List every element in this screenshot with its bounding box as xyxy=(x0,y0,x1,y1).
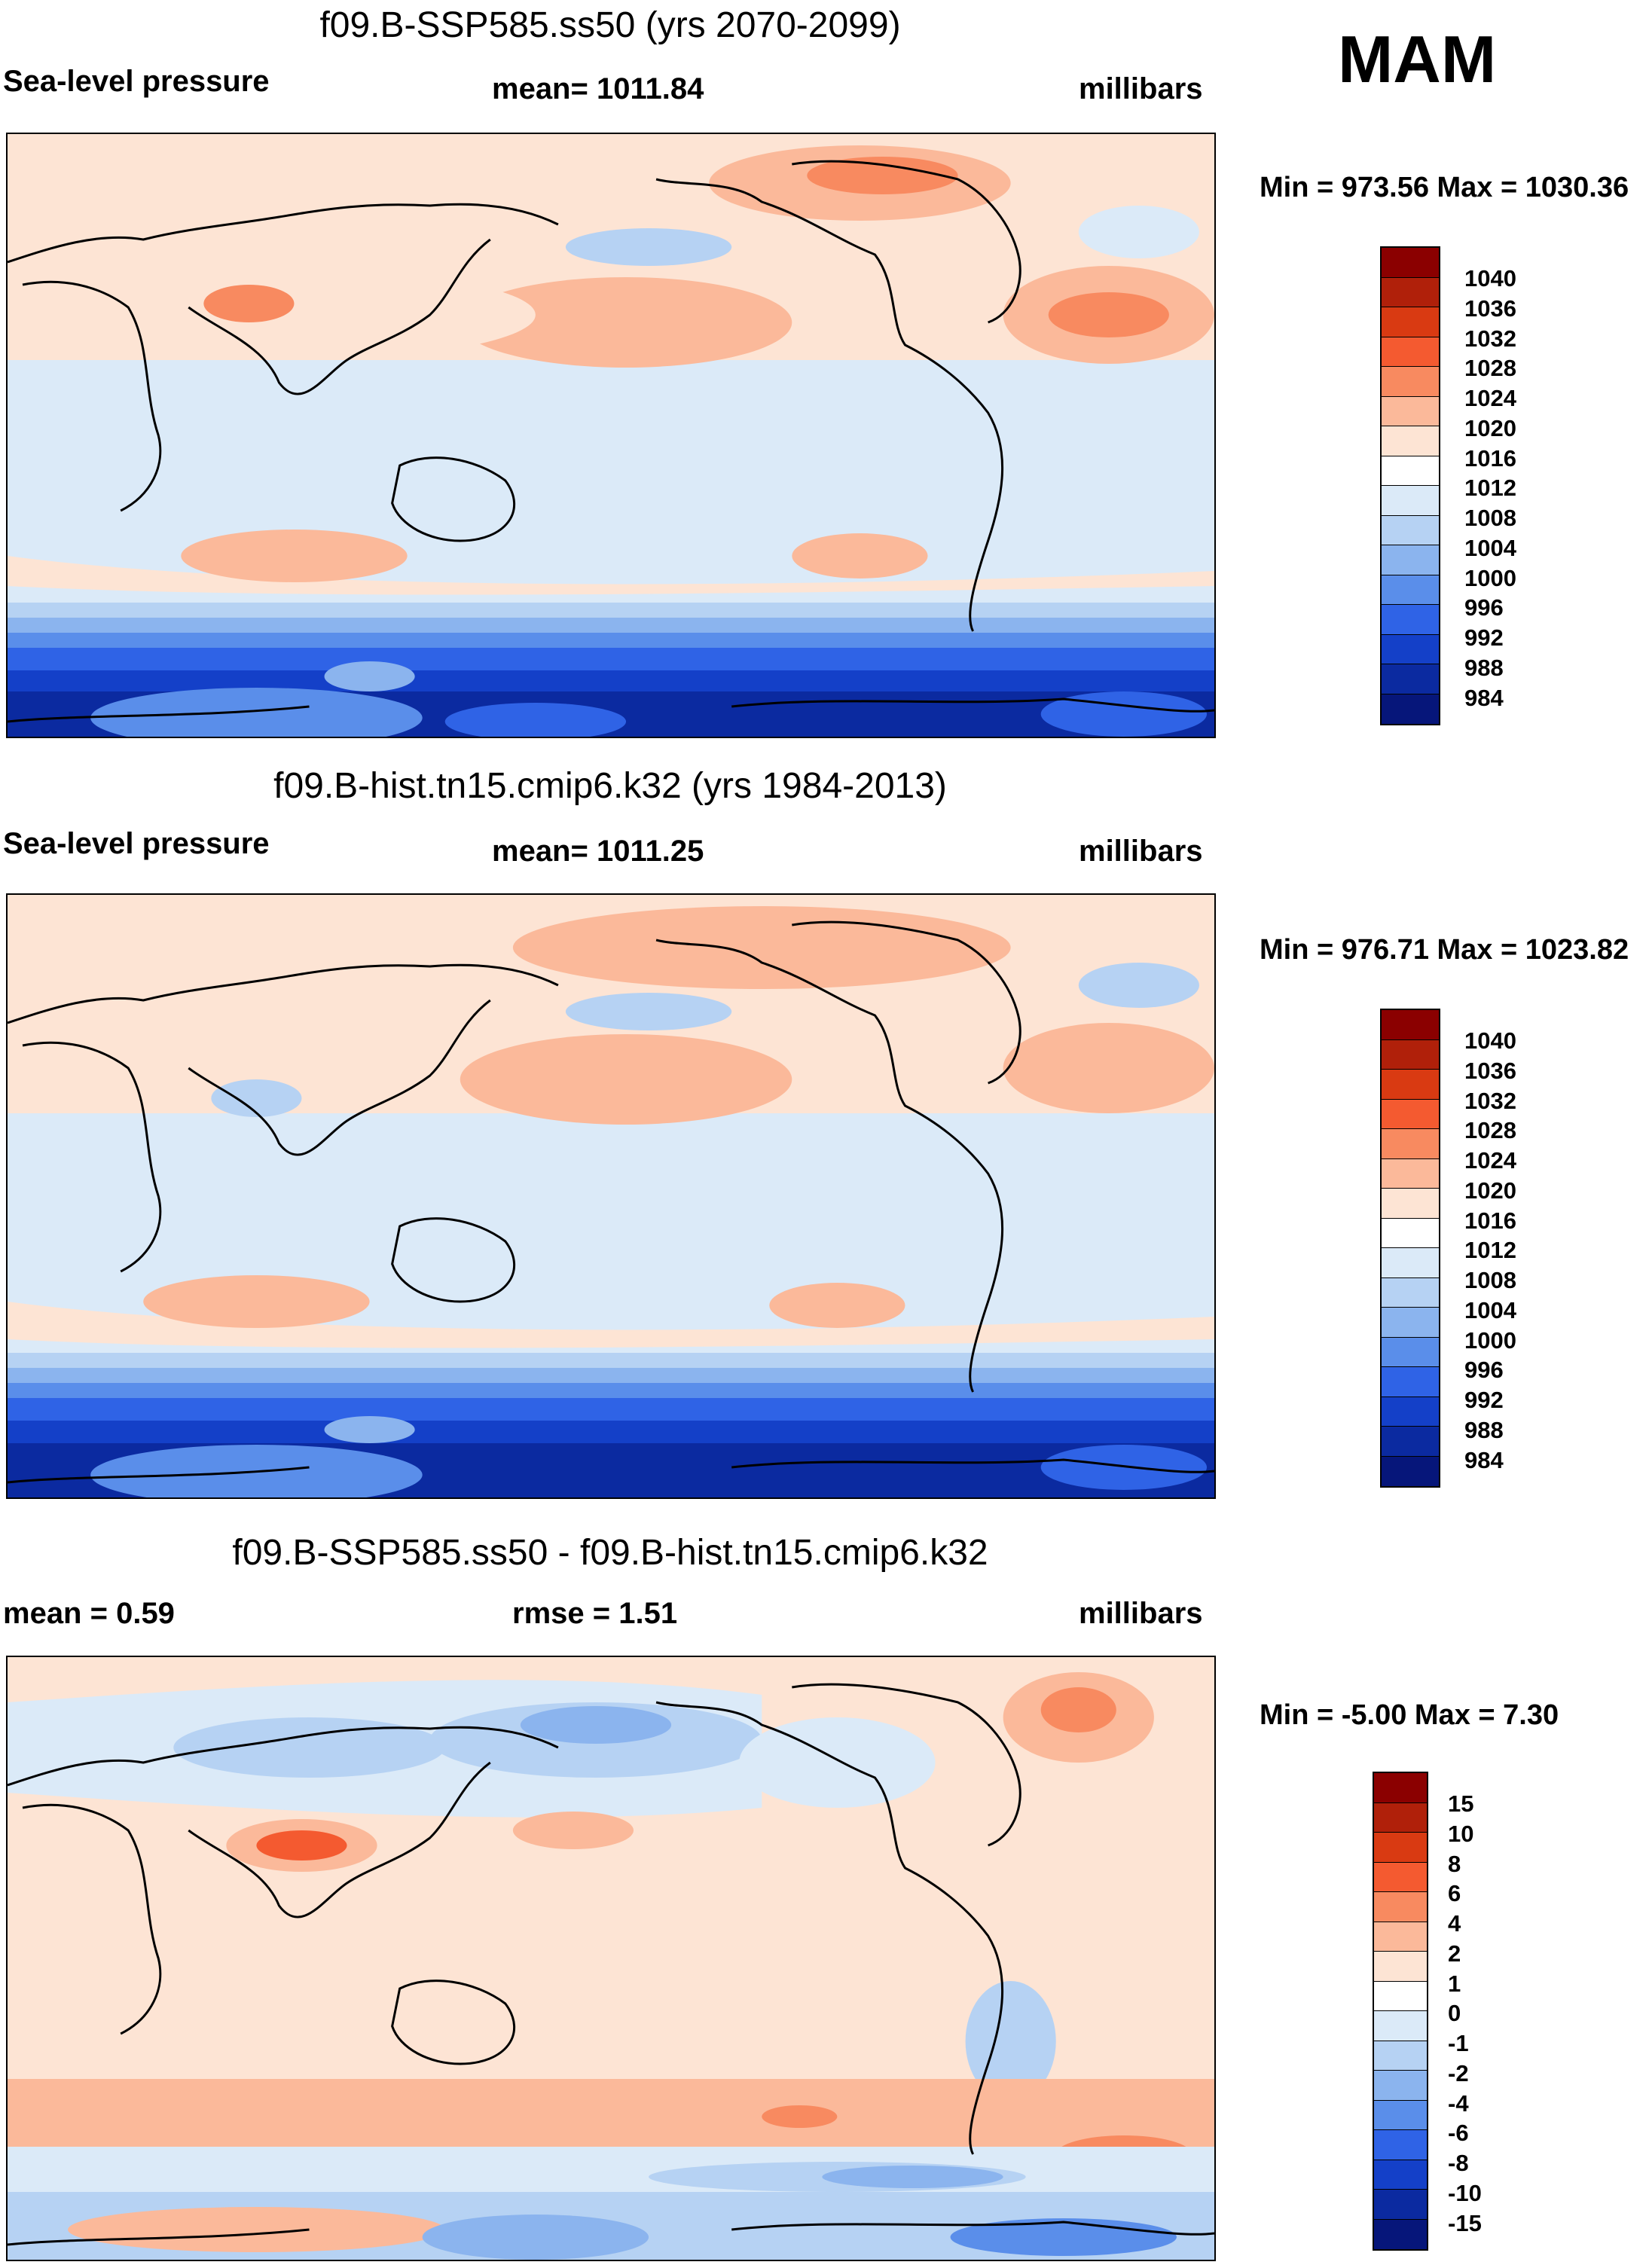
panel2-map xyxy=(6,893,1216,1499)
panel1-cb-label: 1004 xyxy=(1464,534,1516,561)
panel1-cb-label: 1020 xyxy=(1464,414,1516,441)
panel2-cb-label: 1016 xyxy=(1464,1207,1516,1234)
panel1-variable-label: Sea-level pressure xyxy=(3,65,270,98)
panel3-minmax: Min = -5.00 Max = 7.30 xyxy=(1260,1699,1559,1731)
panel2-colorbar xyxy=(1380,1009,1440,1488)
panel3-colorbar xyxy=(1373,1772,1428,2251)
panel1-title: f09.B-SSP585.ss50 (yrs 2070-2099) xyxy=(319,5,901,45)
panel1-cb-label: 1024 xyxy=(1464,385,1516,411)
panel3-cb-label: 1 xyxy=(1448,1970,1461,1997)
panel2-cb-label: 1032 xyxy=(1464,1087,1516,1114)
panel3-units-label: millibars xyxy=(1079,1597,1203,1630)
panel1-cb-label: 992 xyxy=(1464,624,1504,651)
panel3-cb-label: -8 xyxy=(1448,2150,1469,2176)
panel1-units-label: millibars xyxy=(1079,72,1203,105)
panel3-cb-label: 6 xyxy=(1448,1880,1461,1907)
panel3-rmse-label: rmse = 1.51 xyxy=(512,1597,678,1630)
panel2-variable-label: Sea-level pressure xyxy=(3,827,270,860)
panel1-minmax: Min = 973.56 Max = 1030.36 xyxy=(1260,172,1629,203)
panel3-title: f09.B-SSP585.ss50 - f09.B-hist.tn15.cmip… xyxy=(232,1533,988,1573)
panel3-cb-label: -4 xyxy=(1448,2089,1469,2117)
panel3-cb-label: -1 xyxy=(1448,2030,1469,2056)
panel3-cb-label: -15 xyxy=(1448,2209,1482,2236)
panel1-cb-label: 1000 xyxy=(1464,564,1516,591)
panel1-mean-label: mean= 1011.84 xyxy=(492,72,704,105)
panel2-cb-label: 984 xyxy=(1464,1446,1504,1473)
panel3-cb-label: 8 xyxy=(1448,1850,1461,1877)
panel3-cb-label: -6 xyxy=(1448,2120,1469,2147)
panel1-cb-label: 1040 xyxy=(1464,265,1516,292)
panel1-cb-label: 1012 xyxy=(1464,475,1516,502)
panel3-cb-label: 4 xyxy=(1448,1910,1461,1937)
panel3-cb-label: -2 xyxy=(1448,2059,1469,2086)
panel2-cb-label: 1004 xyxy=(1464,1296,1516,1323)
panel1-cb-label: 1032 xyxy=(1464,325,1516,352)
panel2-mean-label: mean= 1011.25 xyxy=(492,835,704,868)
panel1-cb-label: 1008 xyxy=(1464,505,1516,531)
panel1-cb-label: 988 xyxy=(1464,654,1504,681)
panel2-minmax: Min = 976.71 Max = 1023.82 xyxy=(1260,934,1629,966)
panel3-cb-label: -10 xyxy=(1448,2179,1482,2206)
panel2-cb-label: 1000 xyxy=(1464,1326,1516,1354)
panel2-cb-label: 988 xyxy=(1464,1416,1504,1443)
panel1-cb-label: 984 xyxy=(1464,684,1504,711)
panel1-cb-label: 996 xyxy=(1464,594,1504,621)
panel2-cb-label: 1012 xyxy=(1464,1237,1516,1264)
panel3-cb-label: 10 xyxy=(1448,1820,1474,1847)
panel2-cb-label: 1020 xyxy=(1464,1177,1516,1204)
panel1-colorbar xyxy=(1380,246,1440,725)
panel3-map xyxy=(6,1656,1216,2261)
panel3-cb-label: 15 xyxy=(1448,1790,1474,1817)
panel2-cb-label: 1040 xyxy=(1464,1027,1516,1054)
panel2-cb-label: 1036 xyxy=(1464,1057,1516,1084)
panel1-cb-label: 1036 xyxy=(1464,295,1516,322)
panel3-cb-label: 2 xyxy=(1448,1940,1461,1967)
panel2-cb-label: 1028 xyxy=(1464,1117,1516,1144)
season-label: MAM xyxy=(1338,22,1497,96)
panel2-title: f09.B-hist.tn15.cmip6.k32 (yrs 1984-2013… xyxy=(273,766,947,806)
panel2-cb-label: 996 xyxy=(1464,1357,1504,1384)
panel2-cb-label: 992 xyxy=(1464,1387,1504,1413)
panel2-cb-label: 1024 xyxy=(1464,1147,1516,1174)
panel1-map xyxy=(6,133,1216,738)
panel3-cb-label: 0 xyxy=(1448,2000,1461,2027)
panel2-cb-label: 1008 xyxy=(1464,1267,1516,1293)
panel3-mean-label: mean = 0.59 xyxy=(3,1597,175,1630)
panel1-cb-label: 1016 xyxy=(1464,444,1516,472)
panel2-units-label: millibars xyxy=(1079,835,1203,868)
panel1-cb-label: 1028 xyxy=(1464,355,1516,382)
